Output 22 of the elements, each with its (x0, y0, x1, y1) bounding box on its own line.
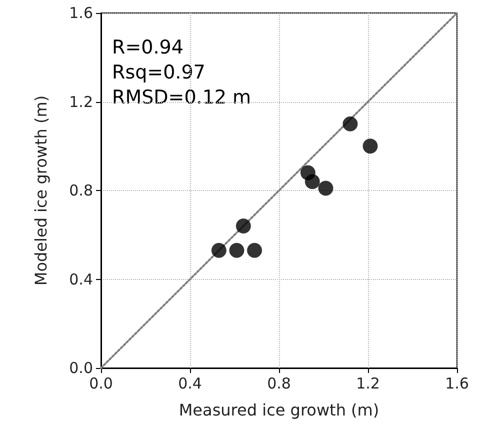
point (318, 180, 334, 196)
x-tick-label: 0.8 (267, 374, 291, 392)
x-tick-label: 0.4 (178, 374, 202, 392)
y-tick-label: 0.4 (69, 270, 93, 288)
point (362, 138, 378, 154)
text: 0.0 (69, 359, 93, 377)
y-tick-label: 0.8 (69, 182, 93, 200)
text: 0.0 (89, 374, 113, 392)
y-tick-label: 1.2 (69, 92, 93, 111)
annotation: Rsq=0.97 (112, 62, 206, 84)
point (211, 242, 226, 258)
point (304, 174, 320, 190)
point (236, 218, 251, 234)
annotation: R=0.94 (112, 36, 184, 58)
y-axis-title: Modeled ice growth (m) (32, 95, 50, 286)
point (342, 116, 358, 132)
x-axis-title: Measured ice growth (m) (178, 400, 380, 420)
y-tick-label: 1.6 (69, 4, 93, 22)
point (229, 242, 244, 258)
x-tick-label: 1.6 (445, 374, 469, 392)
x-tick-label: 1.2 (356, 374, 380, 392)
point (247, 242, 262, 258)
